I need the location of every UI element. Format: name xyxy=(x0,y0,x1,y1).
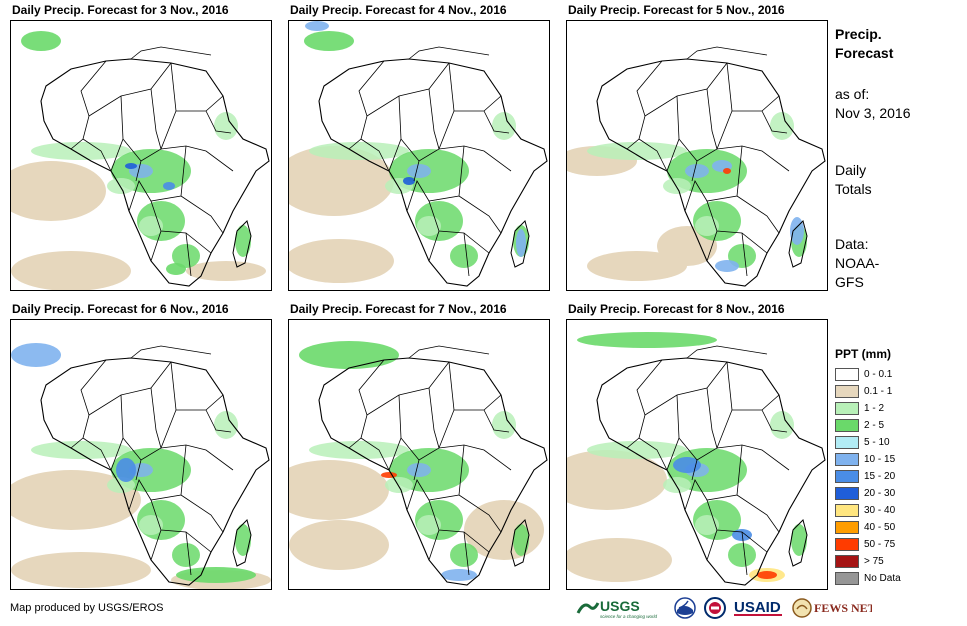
asof-label: as of: xyxy=(835,86,870,102)
legend-label: 0 - 0.1 xyxy=(864,369,893,380)
forecast-panel-nov-4: Daily Precip. Forecast for 4 Nov., 2016 xyxy=(288,3,550,291)
legend-item: 15 - 20 xyxy=(835,468,930,485)
precip-map-nov-5 xyxy=(566,20,828,291)
svg-text:USAID: USAID xyxy=(734,599,781,616)
side-heading-line2: Forecast xyxy=(835,45,894,61)
legend-label: 40 - 50 xyxy=(864,522,896,533)
legend-swatch xyxy=(835,368,859,381)
legend-swatch xyxy=(835,572,859,585)
legend-item: 5 - 10 xyxy=(835,434,930,451)
legend-label: 20 - 30 xyxy=(864,488,896,499)
precip-map-nov-3 xyxy=(10,20,272,291)
forecast-panel-nov-3: Daily Precip. Forecast for 3 Nov., 2016 xyxy=(10,3,272,291)
forecast-panel-nov-5: Daily Precip. Forecast for 5 Nov., 2016 xyxy=(566,3,828,291)
legend-label: 30 - 40 xyxy=(864,505,896,516)
legend-swatch xyxy=(835,487,859,500)
panel-title: Daily Precip. Forecast for 7 Nov., 2016 xyxy=(290,302,507,316)
legend-label: 5 - 10 xyxy=(864,437,890,448)
legend-swatch xyxy=(835,521,859,534)
legend-swatch xyxy=(835,419,859,432)
data-source-line2: NOAA- xyxy=(835,255,880,271)
data-source-label: Data: xyxy=(835,236,869,252)
legend-item: 20 - 30 xyxy=(835,485,930,502)
legend-item: 40 - 50 xyxy=(835,519,930,536)
legend-label: 2 - 5 xyxy=(864,420,885,431)
totals-line2: Totals xyxy=(835,181,872,197)
usaid-logo: USAID xyxy=(734,597,784,619)
usaid-seal-icon xyxy=(704,597,726,619)
svg-text:FEWS NET: FEWS NET xyxy=(814,601,872,615)
precip-map-nov-7 xyxy=(288,319,550,590)
legend-item: 1 - 2 xyxy=(835,400,930,417)
side-heading-line1: Precip. xyxy=(835,26,882,42)
legend-label: 1 - 2 xyxy=(864,403,885,414)
precip-map-nov-6 xyxy=(10,319,272,590)
svg-text:science for a changing world: science for a changing world xyxy=(600,614,658,619)
panel-title: Daily Precip. Forecast for 6 Nov., 2016 xyxy=(12,302,229,316)
side-info: Precip. Forecast as of: Nov 3, 2016 Dail… xyxy=(835,25,960,292)
legend-item: > 75 xyxy=(835,553,930,570)
precip-map-nov-8 xyxy=(566,319,828,590)
agency-logos: USGS science for a changing world USAID … xyxy=(576,596,880,620)
forecast-panel-nov-6: Daily Precip. Forecast for 6 Nov., 2016 xyxy=(10,302,272,590)
legend-item: 10 - 15 xyxy=(835,451,930,468)
panel-title: Daily Precip. Forecast for 8 Nov., 2016 xyxy=(568,302,785,316)
panel-title: Daily Precip. Forecast for 3 Nov., 2016 xyxy=(12,3,229,17)
legend-title: PPT (mm) xyxy=(835,347,892,361)
legend-item: 0 - 0.1 xyxy=(835,366,930,383)
legend-swatch xyxy=(835,555,859,568)
noaa-logo xyxy=(674,597,696,619)
legend-label: > 75 xyxy=(864,556,884,567)
legend-item: 30 - 40 xyxy=(835,502,930,519)
data-source-line3: GFS xyxy=(835,274,864,290)
totals-line1: Daily xyxy=(835,162,867,178)
usgs-logo: USGS science for a changing world xyxy=(576,597,666,619)
asof-date: Nov 3, 2016 xyxy=(835,105,911,121)
ppt-legend: PPT (mm) 0 - 0.1 0.1 - 1 1 - 2 2 - 5 5 - 10 1… xyxy=(835,347,930,587)
legend-item: No Data xyxy=(835,570,930,587)
legend-label: No Data xyxy=(864,573,901,584)
legend-swatch xyxy=(835,402,859,415)
legend-swatch xyxy=(835,504,859,517)
forecast-panel-nov-8: Daily Precip. Forecast for 8 Nov., 2016 xyxy=(566,302,828,590)
legend-swatch xyxy=(835,538,859,551)
legend-label: 50 - 75 xyxy=(864,539,896,550)
panel-title: Daily Precip. Forecast for 4 Nov., 2016 xyxy=(290,3,507,17)
legend-swatch xyxy=(835,470,859,483)
legend-label: 15 - 20 xyxy=(864,471,896,482)
precip-map-nov-4 xyxy=(288,20,550,291)
svg-text:USGS: USGS xyxy=(600,598,640,614)
legend-label: 10 - 15 xyxy=(864,454,896,465)
forecast-panel-nov-7: Daily Precip. Forecast for 7 Nov., 2016 xyxy=(288,302,550,590)
legend-item: 0.1 - 1 xyxy=(835,383,930,400)
legend-label: 0.1 - 1 xyxy=(864,386,893,397)
panel-title: Daily Precip. Forecast for 5 Nov., 2016 xyxy=(568,3,785,17)
legend-swatch xyxy=(835,385,859,398)
credit-text: Map produced by USGS/EROS xyxy=(10,602,164,614)
legend-swatch xyxy=(835,453,859,466)
fewsnet-logo: FEWS NET xyxy=(792,597,872,619)
legend-item: 2 - 5 xyxy=(835,417,930,434)
legend-swatch xyxy=(835,436,859,449)
legend-item: 50 - 75 xyxy=(835,536,930,553)
